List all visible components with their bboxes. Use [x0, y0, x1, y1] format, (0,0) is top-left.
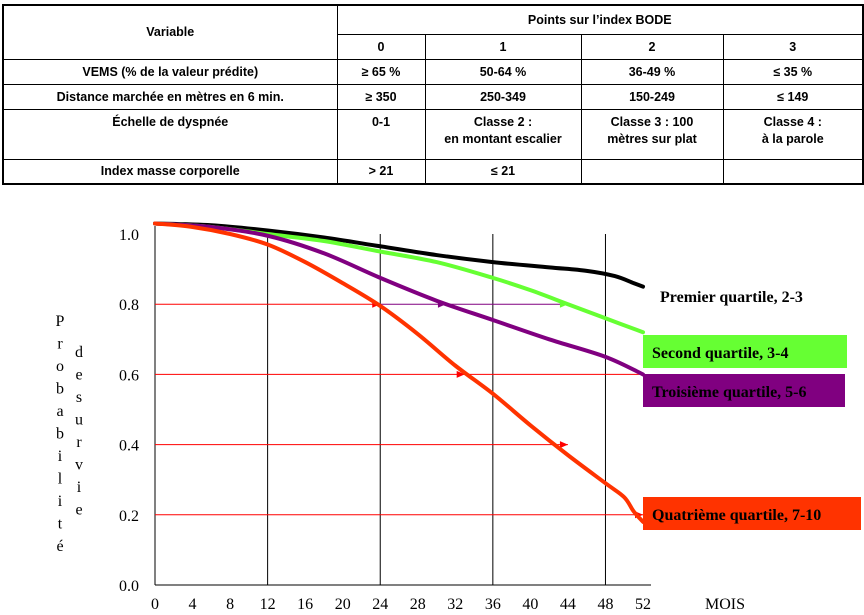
- x-tick-label: 20: [335, 596, 351, 613]
- arrowhead-marker: [559, 441, 568, 449]
- row-label-vems: VEMS (% de la valeur prédite): [2, 59, 338, 85]
- table-cell: Classe 2 : en montant escalier: [424, 109, 582, 160]
- y-tick-label: 0.8: [119, 297, 139, 314]
- y-tick-label: 1.0: [119, 227, 139, 244]
- x-tick-label: 32: [447, 596, 463, 613]
- y-axis-label-letter: u: [75, 412, 83, 429]
- table-cell: ≥ 65 %: [336, 59, 426, 85]
- x-tick-label: 40: [522, 596, 538, 613]
- table-cell: 50-64 %: [424, 59, 582, 85]
- y-tick-label: 0.2: [119, 508, 139, 525]
- y-axis-label-letter: P: [56, 313, 65, 330]
- x-tick-label: 0: [151, 596, 159, 613]
- row-label-dyspnea: Échelle de dyspnée: [2, 109, 338, 160]
- legend-label: Quatrième quartile, 7-10: [652, 507, 821, 524]
- legend-box: [643, 335, 847, 368]
- x-tick-label: 24: [372, 596, 388, 613]
- y-axis-label-letter: i: [77, 479, 82, 496]
- header-point-2: 2: [580, 34, 724, 60]
- x-tick-label: 16: [297, 596, 313, 613]
- y-axis-label-letter: é: [56, 538, 63, 555]
- x-tick-label: 28: [410, 596, 426, 613]
- y-axis-label-letter: e: [75, 502, 82, 519]
- table-cell: 0-1: [336, 109, 426, 160]
- table-cell: 150-249: [580, 84, 724, 110]
- x-tick-label: 48: [597, 596, 613, 613]
- y-axis-label-letter: s: [76, 389, 82, 406]
- table-row: Index masse corporelle > 21 ≤ 21: [2, 159, 864, 185]
- header-point-3: 3: [722, 34, 864, 60]
- table-cell: ≤ 21: [424, 159, 582, 185]
- y-tick-label: 0.6: [119, 367, 139, 384]
- table-cell: Classe 4 :à la parole: [722, 109, 864, 160]
- series-line-3: [153, 221, 645, 377]
- y-tick-label: 0.0: [119, 578, 139, 595]
- y-axis-label-letter: d: [75, 344, 83, 361]
- x-tick-label: 52: [635, 596, 651, 613]
- table-cell: ≤ 35 %: [722, 59, 864, 85]
- row-label-bmi: Index masse corporelle: [2, 159, 338, 185]
- table-row: VEMS (% de la valeur prédite) ≥ 65 % 50-…: [2, 59, 864, 85]
- series-line-2: [153, 221, 645, 335]
- row-label-distance: Distance marchée en mètres en 6 min.: [2, 84, 338, 110]
- header-point-0: 0: [336, 34, 426, 60]
- table-row: Distance marchée en mètres en 6 min. ≥ 3…: [2, 84, 864, 110]
- table-cell: 250-349: [424, 84, 582, 110]
- table-cell: 36-49 %: [580, 59, 724, 85]
- y-axis-label-letter: e: [75, 367, 82, 384]
- x-tick-label: 44: [560, 596, 576, 613]
- table-cell: [722, 159, 864, 185]
- table-cell: ≥ 350: [336, 84, 426, 110]
- table-row: Échelle de dyspnée 0-1 Classe 2 : en mont…: [2, 109, 864, 160]
- header-variable: Variable: [2, 4, 338, 60]
- x-tick-label: 12: [260, 596, 276, 613]
- y-axis-label-letter: v: [75, 457, 83, 474]
- y-tick-label: 0.4: [119, 438, 139, 455]
- table-cell: > 21: [336, 159, 426, 185]
- arrowhead-marker: [456, 370, 465, 378]
- header-points: Points sur l’index BODE: [336, 4, 864, 35]
- table-cell: Classe 3 : 100 mètres sur plat: [580, 109, 724, 160]
- y-axis-label-letter: b: [56, 426, 64, 443]
- table-cell: ≤ 149: [722, 84, 864, 110]
- y-axis-label-letter: r: [76, 434, 82, 451]
- legend-label: Troisième quartile, 5-6: [652, 384, 807, 401]
- legend-label: Second quartile, 3-4: [652, 345, 788, 362]
- series-line-1: [153, 221, 645, 289]
- legend-label: Premier quartile, 2-3: [660, 289, 803, 306]
- legend-box: [643, 497, 861, 530]
- y-axis-label-letter: a: [56, 403, 63, 420]
- x-tick-label: 36: [485, 596, 501, 613]
- x-tick-label: 4: [189, 596, 197, 613]
- y-axis-label-letter: b: [56, 381, 64, 398]
- header-point-1: 1: [424, 34, 582, 60]
- survival-chart: 0.00.20.40.60.81.00 4 8 12 16 20 24 28 32 36 40 44 4…: [56, 221, 861, 613]
- y-axis-label-letter: t: [58, 516, 63, 533]
- x-axis-label: MOIS: [705, 596, 745, 613]
- table-cell: [580, 159, 724, 185]
- series-line-4: [153, 221, 645, 524]
- y-axis-label-letter: i: [58, 493, 63, 510]
- y-axis-label-letter: r: [57, 336, 63, 353]
- y-axis-label-letter: o: [56, 358, 64, 375]
- y-axis-label-letter: l: [58, 471, 63, 488]
- bode-index-table: Variable Points sur l’index BODE 0 1 2 3…: [2, 4, 864, 185]
- x-tick-label: 8: [226, 596, 234, 613]
- y-axis-label-letter: i: [58, 448, 63, 465]
- legend-box: [643, 374, 845, 407]
